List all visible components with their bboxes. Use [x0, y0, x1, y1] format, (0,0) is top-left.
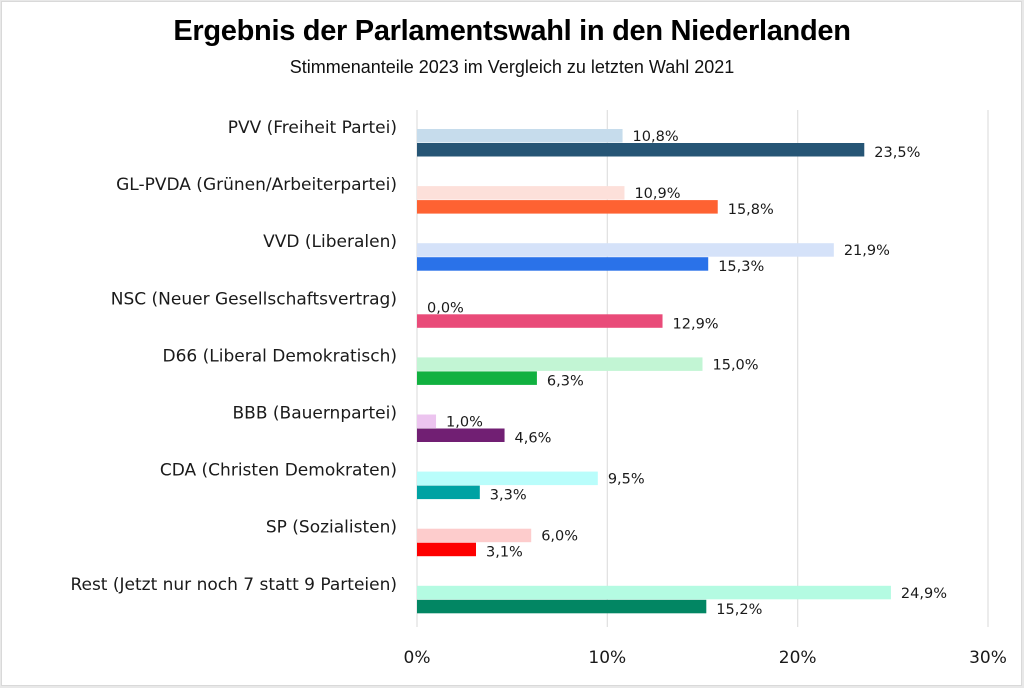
- bar-2023: [417, 428, 505, 442]
- value-label-2023: 3,3%: [490, 488, 527, 504]
- bar-2023: [417, 599, 707, 614]
- value-label-2023: 12,9%: [673, 316, 719, 332]
- bar-2023: [417, 542, 477, 557]
- x-tick-label: 30%: [969, 648, 1007, 668]
- bar-2021: [417, 243, 834, 257]
- value-label-2023: 3,1%: [486, 545, 523, 561]
- value-label-2023: 15,8%: [728, 202, 774, 218]
- category-label: D66 (Liberal Demokratisch): [163, 346, 398, 366]
- value-label-2021: 10,8%: [633, 129, 679, 145]
- x-axis-ticks: 0% 10% 20% 30%: [404, 648, 1007, 668]
- value-labels: 10,8% 23,5% 10,9% 15,8% 21,9% 15,3% 0,0% 12,9% 1…: [427, 129, 947, 618]
- category-label: PVV (Freiheit Partei): [228, 118, 397, 138]
- value-label-2021: 0,0%: [427, 300, 464, 316]
- category-label: BBB (Bauernpartei): [233, 404, 397, 424]
- category-label: Rest (Jetzt nur noch 7 statt 9 Parteien): [70, 575, 397, 595]
- chart-title: Ergebnis der Parlamentswahl in den Niede…: [173, 15, 851, 47]
- x-tick-label: 10%: [588, 648, 626, 668]
- bar-2023: [417, 314, 663, 328]
- value-label-2021: 15,0%: [713, 357, 759, 373]
- value-label-2023: 6,3%: [547, 373, 584, 389]
- value-label-2021: 10,9%: [634, 186, 680, 202]
- bar-2023: [417, 485, 480, 500]
- value-label-2021: 24,9%: [901, 586, 947, 602]
- bar-2021: [417, 357, 703, 371]
- category-label: SP (Sozialisten): [266, 518, 397, 538]
- bar-2021: [417, 129, 623, 143]
- bar-2021: [417, 585, 891, 600]
- bar-2021: [417, 414, 437, 428]
- category-label: NSC (Neuer Gesellschaftsvertrag): [111, 289, 397, 309]
- bar-2023: [417, 257, 709, 271]
- category-label: CDA (Christen Demokraten): [160, 461, 397, 481]
- bar-2021: [417, 528, 532, 543]
- value-label-2023: 15,2%: [716, 602, 762, 618]
- x-tick-label: 0%: [404, 648, 431, 668]
- value-label-2023: 15,3%: [718, 259, 764, 275]
- category-label: GL-PVDA (Grünen/Arbeiterpartei): [116, 175, 397, 195]
- bar-2023: [417, 371, 537, 385]
- value-label-2021: 9,5%: [608, 472, 645, 488]
- bar-2021: [417, 186, 625, 200]
- bar-2023: [417, 200, 718, 214]
- value-label-2023: 23,5%: [874, 145, 920, 161]
- bar-2021: [417, 471, 598, 486]
- bars: [417, 129, 891, 614]
- chart-subtitle: Stimmenanteile 2023 im Vergleich zu letz…: [289, 57, 735, 77]
- category-labels: PVV (Freiheit Partei) GL-PVDA (Grünen/Arb…: [70, 118, 397, 595]
- bar-2023: [417, 143, 865, 157]
- value-label-2021: 6,0%: [541, 529, 578, 545]
- value-label-2021: 21,9%: [844, 243, 890, 259]
- x-tick-label: 20%: [779, 648, 817, 668]
- value-label-2023: 4,6%: [515, 431, 552, 447]
- value-label-2021: 1,0%: [446, 415, 483, 431]
- category-label: VVD (Liberalen): [263, 232, 397, 252]
